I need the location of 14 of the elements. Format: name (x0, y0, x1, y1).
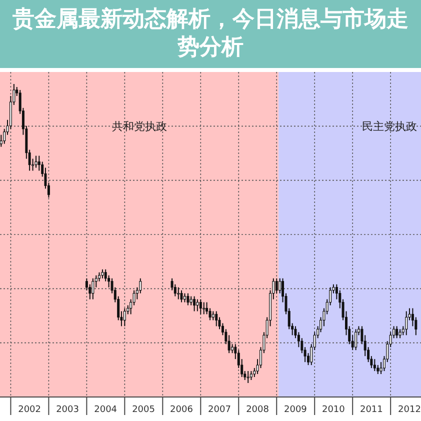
x-tick-label: 2003 (56, 405, 79, 415)
x-tick-label: 2002 (18, 405, 42, 415)
band-label: 共和党执政 (112, 120, 167, 133)
chart-title: 贵金属最新动态解析，今日消息与市场走势分析 (0, 0, 421, 68)
x-tick-label: 2011 (360, 405, 383, 415)
band-label: 民主党执政 (362, 120, 417, 133)
x-tick-label: 2012 (398, 405, 421, 415)
x-tick-label: 2004 (94, 405, 118, 415)
x-tick-label: 2005 (132, 405, 155, 415)
x-tick-label: 2009 (284, 405, 308, 415)
x-tick-label: 2010 (322, 405, 346, 415)
x-tick-label: 2006 (170, 405, 194, 415)
x-tick-label: 2008 (246, 405, 270, 415)
x-tick-label: 2007 (208, 405, 231, 415)
